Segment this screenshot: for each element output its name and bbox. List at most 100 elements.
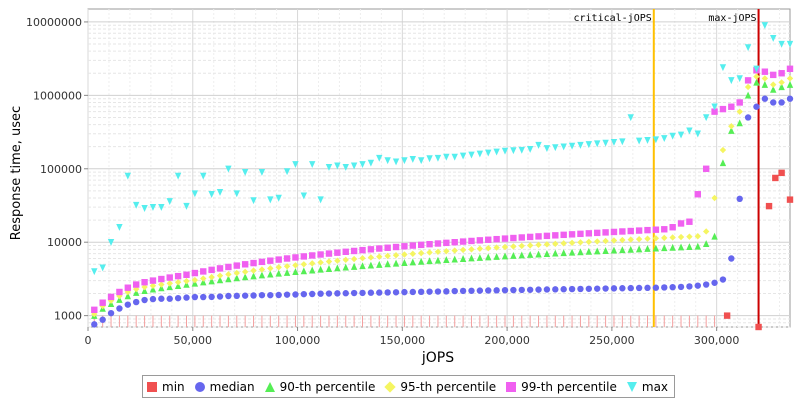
point-median <box>552 286 559 293</box>
point-95-th-percentile <box>753 73 760 80</box>
point-90-th-percentile <box>677 243 685 251</box>
point-max <box>317 196 324 204</box>
point-95-th-percentile <box>384 252 391 260</box>
point-max <box>208 191 215 198</box>
point-median <box>736 195 743 203</box>
legend-label: 99-th percentile <box>521 379 617 394</box>
point-90-th-percentile <box>443 256 450 264</box>
point-max <box>686 127 693 135</box>
x-tick-label: 100,000 <box>275 334 321 347</box>
point-median <box>183 294 190 301</box>
point-90-th-percentile <box>552 249 559 257</box>
point-95-th-percentile <box>434 248 442 256</box>
point-median <box>761 95 769 102</box>
legend-item: 95-th percentile <box>384 380 496 394</box>
point-median <box>149 295 157 303</box>
point-95-th-percentile <box>602 237 609 245</box>
point-99-th-percentile <box>602 229 609 236</box>
point-99-th-percentile <box>644 226 651 234</box>
point-99-th-percentile <box>451 239 458 246</box>
point-95-th-percentile <box>526 242 534 249</box>
point-max <box>99 264 106 272</box>
point-90-th-percentile <box>300 267 308 275</box>
point-95-th-percentile <box>225 271 232 278</box>
point-95-th-percentile <box>661 234 668 242</box>
point-median <box>350 289 358 297</box>
legend-marker <box>147 381 157 392</box>
point-max <box>91 268 98 276</box>
point-median <box>141 296 148 304</box>
point-95-th-percentile <box>200 275 207 282</box>
point-max <box>711 103 718 111</box>
point-median <box>778 99 785 106</box>
point-90-th-percentile <box>174 282 182 289</box>
point-min <box>786 196 794 203</box>
point-median <box>594 285 601 292</box>
point-95-th-percentile <box>342 256 349 264</box>
point-median <box>401 288 408 296</box>
point-max <box>334 162 341 170</box>
point-99-th-percentile <box>485 236 492 243</box>
point-99-th-percentile <box>158 275 165 283</box>
point-90-th-percentile <box>543 250 551 258</box>
point-95-th-percentile <box>300 261 308 268</box>
point-95-th-percentile <box>401 251 408 258</box>
point-median <box>610 285 618 292</box>
point-99-th-percentile <box>526 233 534 241</box>
point-median <box>258 291 266 299</box>
point-95-th-percentile <box>610 237 618 244</box>
point-max <box>141 205 148 212</box>
point-median <box>300 290 308 298</box>
point-95-th-percentile <box>392 252 400 259</box>
point-95-th-percentile <box>736 108 743 115</box>
point-95-th-percentile <box>476 245 484 252</box>
point-90-th-percentile <box>476 254 484 261</box>
point-95-th-percentile <box>770 81 777 88</box>
point-99-th-percentile <box>518 234 525 241</box>
point-min <box>723 312 731 319</box>
point-95-th-percentile <box>183 277 190 285</box>
point-99-th-percentile <box>778 70 785 77</box>
point-median <box>443 288 450 295</box>
point-95-th-percentile <box>409 250 417 258</box>
point-95-th-percentile <box>577 239 584 246</box>
point-max <box>501 147 509 155</box>
point-95-th-percentile <box>669 234 676 241</box>
point-median <box>158 295 165 302</box>
point-90-th-percentile <box>459 255 467 262</box>
point-99-th-percentile <box>166 274 173 281</box>
legend-item: min <box>147 380 185 394</box>
point-max <box>174 172 182 180</box>
point-95-th-percentile <box>585 238 593 246</box>
point-95-th-percentile <box>174 279 182 286</box>
point-max <box>300 192 308 200</box>
point-median <box>241 292 249 299</box>
point-median <box>669 283 676 291</box>
point-99-th-percentile <box>183 271 190 278</box>
point-max <box>493 148 500 156</box>
point-95-th-percentile <box>560 240 567 247</box>
point-max <box>468 151 475 159</box>
point-99-th-percentile <box>384 244 391 251</box>
point-median <box>518 286 525 294</box>
point-99-th-percentile <box>493 235 500 243</box>
point-99-th-percentile <box>124 284 132 291</box>
point-95-th-percentile <box>761 75 769 82</box>
y-tick-label: 10000000 <box>26 16 82 29</box>
point-max <box>602 139 609 147</box>
point-max <box>200 172 207 180</box>
point-99-th-percentile <box>275 256 282 263</box>
point-90-th-percentile <box>468 254 475 262</box>
point-max <box>325 164 333 171</box>
point-max <box>518 146 525 154</box>
point-90-th-percentile <box>149 285 157 293</box>
point-99-th-percentile <box>250 259 257 267</box>
legend-marker <box>384 380 397 393</box>
point-max <box>350 162 358 170</box>
point-90-th-percentile <box>426 257 433 265</box>
point-90-th-percentile <box>493 252 500 260</box>
point-90-th-percentile <box>744 91 752 99</box>
legend-label: 90-th percentile <box>279 379 376 394</box>
point-max <box>392 158 400 166</box>
point-95-th-percentile <box>443 247 450 255</box>
